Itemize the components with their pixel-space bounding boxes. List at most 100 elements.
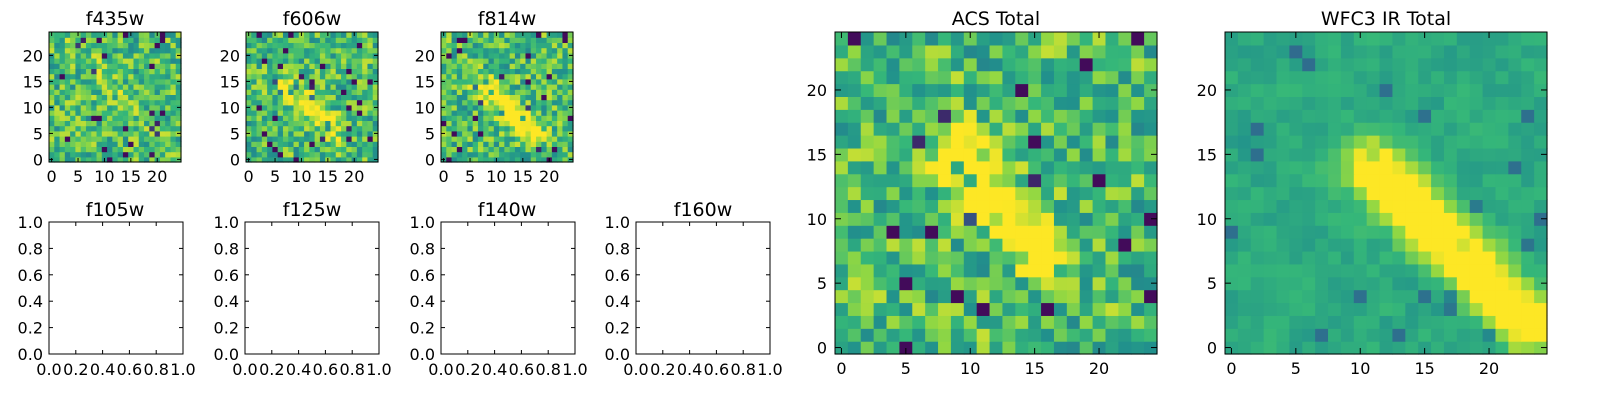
image-pixel	[477, 136, 484, 142]
image-pixel	[1379, 122, 1394, 136]
image-pixel	[1237, 70, 1252, 85]
image-pixel	[499, 141, 505, 147]
image-pixel	[309, 68, 316, 75]
image-pixel	[356, 52, 363, 59]
image-pixel	[1456, 225, 1471, 239]
image-pixel	[282, 110, 289, 116]
image-pixel	[509, 89, 516, 95]
image-pixel	[557, 73, 564, 80]
image-pixel	[562, 84, 569, 90]
image-pixel	[330, 78, 337, 85]
image-pixel	[873, 302, 888, 316]
image-pixel	[1418, 160, 1432, 175]
image-pixel	[314, 63, 321, 69]
image-pixel	[1418, 341, 1432, 355]
image-pixel	[341, 94, 347, 101]
axes-frame	[635, 221, 771, 355]
image-pixel	[963, 160, 978, 175]
image-pixel	[1105, 263, 1119, 278]
image-pixel	[346, 47, 353, 54]
image-pixel	[1066, 276, 1081, 291]
image-pixel	[288, 73, 295, 80]
image-pixel	[567, 32, 574, 38]
image-pixel	[298, 89, 305, 95]
image-pixel	[1482, 109, 1497, 123]
image-pixel	[504, 156, 511, 163]
image-pixel	[1302, 135, 1316, 149]
image-pixel	[899, 315, 913, 329]
image-pixel	[107, 94, 113, 101]
image-pixel	[1053, 212, 1068, 226]
image-pixel	[873, 173, 888, 188]
image-pixel	[557, 42, 564, 49]
image-pixel	[256, 115, 263, 121]
image-pixel	[514, 141, 521, 147]
image-pixel	[335, 89, 342, 95]
image-pixel	[341, 32, 347, 38]
image-pixel	[1431, 109, 1445, 123]
image-pixel	[1263, 109, 1278, 123]
image-pixel	[325, 120, 332, 127]
image-pixel	[319, 156, 326, 163]
image-pixel	[1521, 315, 1535, 329]
image-pixel	[96, 130, 103, 137]
image-pixel	[1041, 135, 1055, 149]
image-pixel	[483, 120, 490, 127]
image-pixel	[309, 130, 316, 137]
image-pixel	[1105, 160, 1119, 175]
image-pixel	[541, 136, 548, 142]
image-pixel	[1379, 186, 1394, 201]
image-pixel	[335, 104, 342, 111]
image-pixel	[1276, 44, 1290, 59]
image-pixel	[1079, 96, 1094, 110]
image-pixel	[1237, 44, 1252, 59]
y-tick-label: 0	[817, 339, 827, 358]
image-pixel	[362, 141, 369, 147]
image-pixel	[319, 151, 326, 158]
image-pixel	[154, 52, 161, 59]
image-pixel	[128, 84, 135, 90]
image-pixel	[309, 151, 316, 158]
image-pixel	[1225, 109, 1239, 123]
image-pixel	[101, 146, 108, 153]
image-pixel	[541, 120, 548, 127]
image-pixel	[149, 84, 156, 90]
image-pixel	[351, 84, 358, 90]
image-pixel	[133, 115, 140, 121]
image-pixel	[899, 135, 913, 149]
image-pixel	[860, 173, 875, 188]
image-pixel	[530, 52, 537, 59]
image-pixel	[536, 110, 542, 116]
axes-frame	[1224, 31, 1548, 355]
y-tick-label: 20	[220, 46, 240, 65]
y-tick-label: 20	[807, 81, 827, 100]
image-pixel	[462, 151, 468, 158]
image-pixel	[304, 32, 310, 38]
image-pixel	[133, 130, 140, 137]
image-pixel	[304, 151, 310, 158]
image-pixel	[175, 63, 182, 69]
image-pixel	[85, 115, 92, 121]
image-pixel	[101, 130, 108, 137]
image-pixel	[304, 110, 310, 116]
image-pixel	[59, 47, 66, 54]
image-pixel	[1131, 328, 1145, 342]
y-tick-label: 0.6	[18, 266, 43, 285]
image-pixel	[1328, 135, 1342, 149]
image-pixel	[451, 136, 458, 142]
image-pixel	[165, 156, 172, 163]
image-pixel	[1353, 96, 1368, 110]
image-pixel	[298, 42, 305, 49]
image-pixel	[541, 42, 548, 49]
image-pixel	[1015, 147, 1029, 162]
image-pixel	[1289, 276, 1303, 291]
image-pixel	[1053, 302, 1068, 316]
image-pixel	[1379, 147, 1394, 162]
image-pixel	[335, 115, 342, 121]
image-pixel	[1144, 302, 1158, 316]
image-pixel	[1237, 199, 1252, 213]
image-pixel	[341, 104, 347, 111]
image-pixel	[165, 73, 172, 80]
image-pixel	[562, 37, 569, 43]
image-pixel	[441, 58, 447, 64]
